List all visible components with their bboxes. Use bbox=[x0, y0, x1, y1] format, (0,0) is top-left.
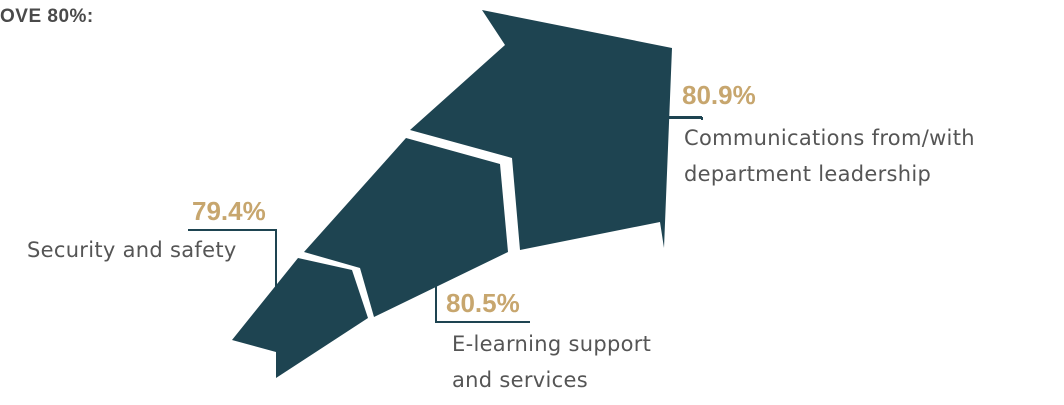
leader-line-security bbox=[188, 229, 277, 292]
label-elearning-line2: and services bbox=[452, 368, 588, 392]
label-communications-line1: Communications from/with bbox=[684, 126, 975, 150]
arrow-segment-security bbox=[232, 258, 368, 378]
section-heading: OVE 80%: bbox=[0, 6, 94, 27]
percent-communications: 80.9% bbox=[682, 80, 756, 110]
label-security: Security and safety bbox=[27, 238, 237, 262]
leader-line-communications bbox=[664, 117, 703, 120]
label-communications-line2: department leadership bbox=[684, 162, 932, 186]
leader-line-elearning bbox=[435, 286, 530, 323]
percent-elearning: 80.5% bbox=[446, 288, 520, 318]
arrow-segment-elearning bbox=[304, 138, 508, 317]
label-elearning-line1: E-learning support bbox=[452, 332, 652, 356]
percent-security: 79.4% bbox=[192, 196, 266, 226]
arrow-segment-communications bbox=[410, 10, 672, 250]
